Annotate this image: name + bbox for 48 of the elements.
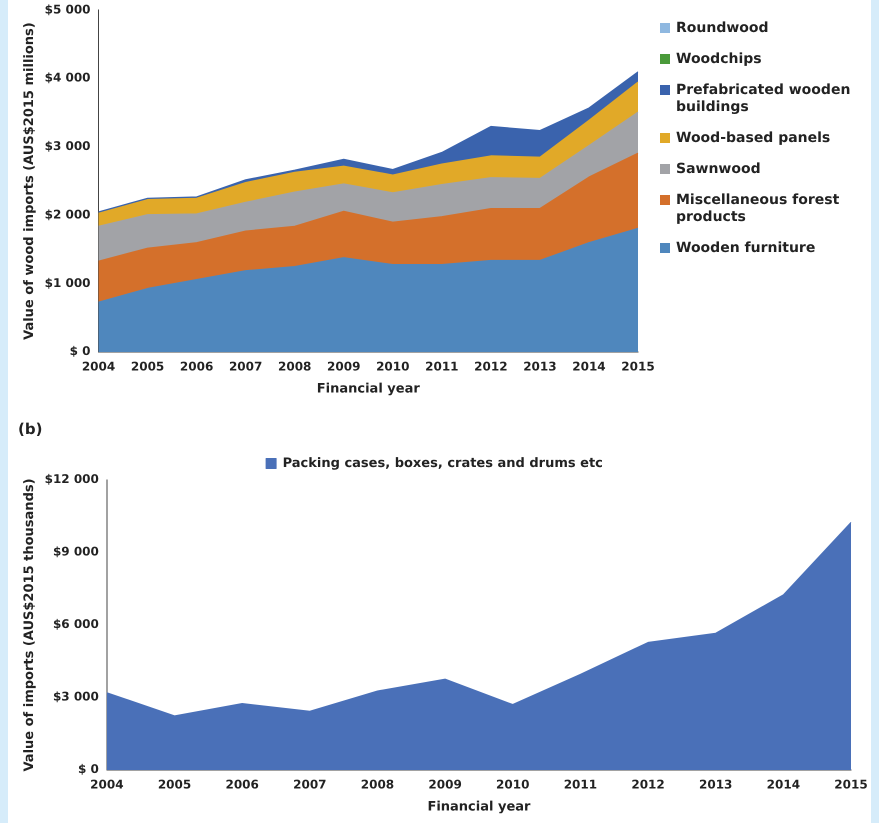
x-axis-title: Financial year — [316, 382, 420, 397]
x-tick-label: 2012 — [474, 359, 508, 374]
x-tick-label: 2007 — [293, 777, 327, 792]
y-tick-label: $3 000 — [44, 139, 91, 154]
y-tick-label: $1 000 — [44, 276, 91, 290]
legend-label: Miscellaneous forest products — [676, 192, 840, 226]
x-tick-label: 2014 — [572, 359, 606, 374]
x-tick-label: 2013 — [699, 777, 732, 792]
x-tick-label: 2004 — [90, 777, 124, 792]
y-axis-title: Value of imports (AUS$2015 thousands) — [22, 478, 38, 772]
y-tick-label: $4 000 — [44, 70, 91, 85]
x-tick-label: 2007 — [228, 359, 262, 374]
x-tick-label: 2006 — [225, 777, 259, 792]
legend-label: Wooden furniture — [676, 240, 816, 257]
x-tick-label: 2005 — [130, 359, 164, 374]
x-tick-label: 2010 — [376, 359, 410, 374]
x-tick-label: 2005 — [158, 777, 192, 792]
x-tick-label: 2009 — [428, 777, 462, 792]
x-tick-label: 2006 — [180, 359, 214, 374]
chart-title: (b) — [18, 420, 42, 438]
x-tick-label: 2008 — [360, 777, 394, 792]
legend-label: Wood-based panels — [676, 130, 830, 147]
x-tick-label: 2011 — [564, 777, 598, 792]
x-tick-label: 2015 — [621, 359, 655, 374]
y-tick-label: $ 0 — [78, 762, 99, 776]
x-tick-label: 2009 — [327, 359, 360, 374]
y-tick-label: $5 000 — [44, 2, 91, 16]
legend-label: Sawnwood — [676, 161, 761, 178]
legend-label: Prefabricated wooden buildings — [676, 82, 852, 116]
x-tick-label: 2013 — [523, 359, 557, 374]
x-tick-label: 2004 — [82, 359, 116, 374]
x-tick-label: 2011 — [425, 359, 459, 374]
legend-label: Woodchips — [676, 51, 762, 68]
y-tick-label: $ 0 — [70, 344, 91, 358]
y-axis-title: Value of wood imports (AUS$2015 millions) — [22, 22, 38, 340]
y-tick-label: $2 000 — [44, 207, 91, 222]
y-tick-label: $9 000 — [52, 544, 99, 559]
legend-label: Packing cases, boxes, crates and drums etc — [282, 456, 603, 471]
x-tick-label: 2012 — [631, 777, 665, 792]
x-axis-title: Financial year — [427, 800, 532, 815]
x-tick-label: 2015 — [834, 777, 868, 792]
y-tick-label: $3 000 — [52, 690, 99, 704]
x-tick-label: 2008 — [278, 359, 312, 374]
y-tick-label: $12 000 — [44, 472, 99, 486]
x-tick-label: 2014 — [766, 777, 800, 792]
x-tick-label: 2010 — [496, 777, 530, 792]
legend-label: Roundwood — [676, 20, 769, 37]
y-tick-label: $6 000 — [52, 617, 99, 632]
